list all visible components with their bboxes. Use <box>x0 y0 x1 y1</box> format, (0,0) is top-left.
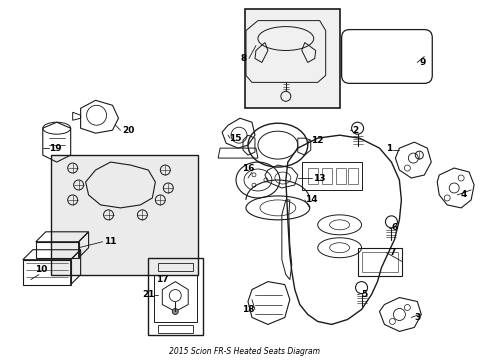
Bar <box>158 263 193 271</box>
Text: 14: 14 <box>305 195 317 204</box>
Ellipse shape <box>172 309 178 315</box>
Text: 12: 12 <box>311 136 324 145</box>
Bar <box>335 168 345 184</box>
Text: 2015 Scion FR-S Heated Seats Diagram: 2015 Scion FR-S Heated Seats Diagram <box>169 347 319 356</box>
Text: 7: 7 <box>388 248 395 257</box>
Text: 18: 18 <box>241 305 254 314</box>
Text: 9: 9 <box>418 58 425 67</box>
Text: 11: 11 <box>104 237 117 246</box>
Bar <box>307 168 317 184</box>
Text: 16: 16 <box>241 163 254 172</box>
Bar <box>158 325 193 333</box>
Text: 6: 6 <box>390 223 397 232</box>
Bar <box>244 9 339 108</box>
Bar <box>51 155 198 275</box>
Text: 1: 1 <box>386 144 392 153</box>
Text: 10: 10 <box>35 265 47 274</box>
Text: 21: 21 <box>142 290 154 299</box>
Bar <box>357 248 402 276</box>
Text: 3: 3 <box>413 313 420 322</box>
Text: 5: 5 <box>361 290 367 299</box>
Text: 8: 8 <box>241 54 246 63</box>
Bar <box>148 258 203 336</box>
Text: 13: 13 <box>313 174 325 183</box>
Bar <box>347 168 357 184</box>
Text: 17: 17 <box>156 275 168 284</box>
Text: 19: 19 <box>49 144 62 153</box>
Bar <box>361 252 398 272</box>
Text: 15: 15 <box>228 134 241 143</box>
Text: 4: 4 <box>460 190 467 199</box>
Bar <box>321 168 331 184</box>
Bar <box>154 275 197 323</box>
Text: 2: 2 <box>352 126 358 135</box>
Bar <box>301 162 361 190</box>
Text: 20: 20 <box>122 126 134 135</box>
